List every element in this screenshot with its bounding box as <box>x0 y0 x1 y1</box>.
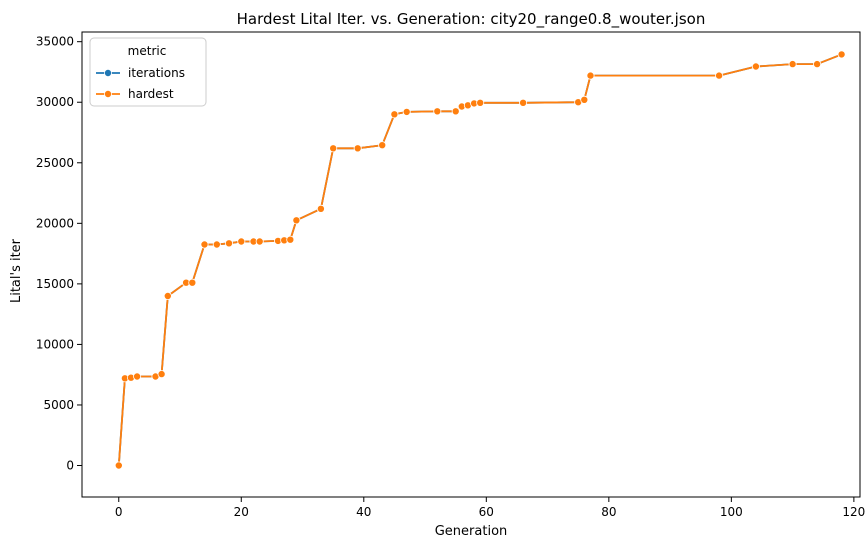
data-point-hardest <box>402 107 411 116</box>
legend-label: iterations <box>128 66 185 80</box>
data-point-hardest <box>292 216 301 225</box>
y-tick-label: 30000 <box>36 95 74 109</box>
data-point-hardest <box>390 110 399 119</box>
x-tick-label: 0 <box>115 505 123 519</box>
data-point-hardest <box>813 60 822 69</box>
x-tick-label: 40 <box>356 505 371 519</box>
legend-marker <box>104 90 113 99</box>
legend-box <box>89 37 207 107</box>
data-point-hardest <box>433 107 442 116</box>
series-iterations <box>114 50 846 470</box>
x-tick-label: 100 <box>720 505 743 519</box>
data-point-hardest <box>316 204 325 213</box>
legend-title: metric <box>128 44 167 58</box>
y-tick-label: 10000 <box>36 337 74 351</box>
legend-marker <box>104 69 113 78</box>
y-tick-label: 35000 <box>36 35 74 49</box>
data-point-hardest <box>255 237 264 246</box>
legend-entry-hardest: hardest <box>96 87 174 101</box>
x-tick-label: 120 <box>842 505 865 519</box>
data-point-hardest <box>329 144 338 153</box>
y-tick-label: 15000 <box>36 277 74 291</box>
series-line-iterations <box>117 53 842 466</box>
legend: metric iterations hardest <box>89 37 207 107</box>
data-point-hardest <box>224 239 233 248</box>
y-axis-label: Lital's iter <box>9 238 24 303</box>
plot-frame <box>81 31 861 498</box>
y-tick-label: 5000 <box>43 398 74 412</box>
data-point-hardest <box>188 278 197 287</box>
y-tick-label: 0 <box>66 459 74 473</box>
x-tick-label: 60 <box>479 505 494 519</box>
y-tick-label: 20000 <box>36 216 74 230</box>
x-tick-label: 20 <box>234 505 249 519</box>
data-point-hardest <box>237 237 246 246</box>
legend-entry-iterations: iterations <box>96 66 185 80</box>
data-point-hardest <box>451 107 460 116</box>
data-point-hardest <box>476 98 485 107</box>
data-point-hardest <box>586 71 595 80</box>
data-point-hardest <box>353 144 362 153</box>
data-point-hardest <box>163 291 172 300</box>
data-point-hardest <box>519 98 528 107</box>
data-point-hardest <box>751 62 760 71</box>
x-axis-label: Generation <box>435 524 508 539</box>
series-layer <box>114 50 846 470</box>
x-axis: 0 20 40 60 80 100 120 <box>115 497 865 519</box>
series-line-hardest <box>117 53 842 466</box>
legend-entries: iterations hardest <box>96 66 185 101</box>
y-tick-label: 25000 <box>36 156 74 170</box>
series-hardest <box>114 50 846 470</box>
data-point-hardest <box>580 95 589 104</box>
data-point-hardest <box>114 461 123 470</box>
data-point-hardest <box>788 60 797 69</box>
data-point-hardest <box>715 71 724 80</box>
legend-label: hardest <box>128 87 174 101</box>
y-axis: 0 5000 10000 15000 20000 25000 30000 35000 <box>36 35 82 473</box>
data-point-hardest <box>200 240 209 249</box>
data-point-hardest <box>157 370 166 379</box>
chart-title: Hardest Lital Iter. vs. Generation: city… <box>237 10 706 29</box>
x-tick-label: 80 <box>601 505 616 519</box>
data-point-hardest <box>212 240 221 249</box>
data-point-hardest <box>286 235 295 244</box>
data-point-hardest <box>837 50 846 59</box>
data-point-hardest <box>133 372 142 381</box>
data-point-hardest <box>378 141 387 150</box>
